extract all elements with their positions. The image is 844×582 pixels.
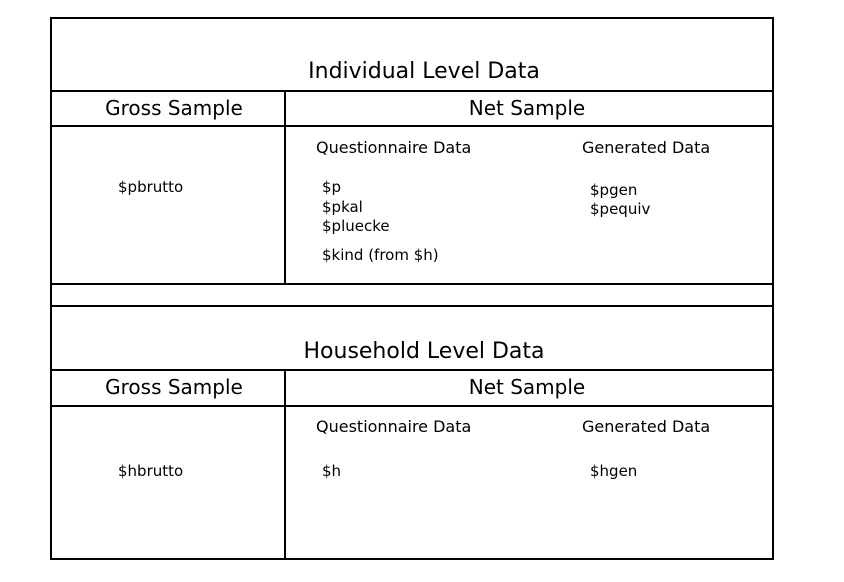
individual-column-divider [284,90,286,285]
dataset-hbrutto: $hbrutto [118,462,184,480]
border-top [50,17,774,19]
dataset-pkal: $pkal [322,198,363,216]
household-title: Household Level Data [303,339,545,364]
household-title-divider [50,369,774,371]
dataset-p: $p [322,178,342,196]
household-questionnaire-header: Questionnaire Data [316,417,472,436]
household-net-sample-header: Net Sample [468,375,586,399]
individual-header-divider [50,125,774,127]
dataset-pluecke: $pluecke [322,217,390,235]
border-left [50,17,52,560]
individual-title: Individual Level Data [308,59,540,84]
household-gross-sample-header: Gross Sample [105,375,243,399]
border-bottom [50,558,774,560]
dataset-pequiv: $pequiv [590,200,651,218]
individual-gross-sample-header: Gross Sample [105,96,243,120]
individual-generated-header: Generated Data [582,138,711,157]
individual-title-divider [50,90,774,92]
dataset-kind: $kind (from $h) [322,246,439,264]
dataset-pgen: $pgen [590,181,638,199]
household-header-divider [50,405,774,407]
household-column-divider [284,369,286,560]
household-generated-header: Generated Data [582,417,711,436]
individual-questionnaire-header: Questionnaire Data [316,138,472,157]
dataset-hgen: $hgen [590,462,638,480]
border-right [772,17,774,560]
individual-bottom-divider [50,283,774,285]
dataset-h: $h [322,462,342,480]
individual-net-sample-header: Net Sample [468,96,586,120]
dataset-pbrutto: $pbrutto [118,178,184,196]
household-top-divider [50,305,774,307]
